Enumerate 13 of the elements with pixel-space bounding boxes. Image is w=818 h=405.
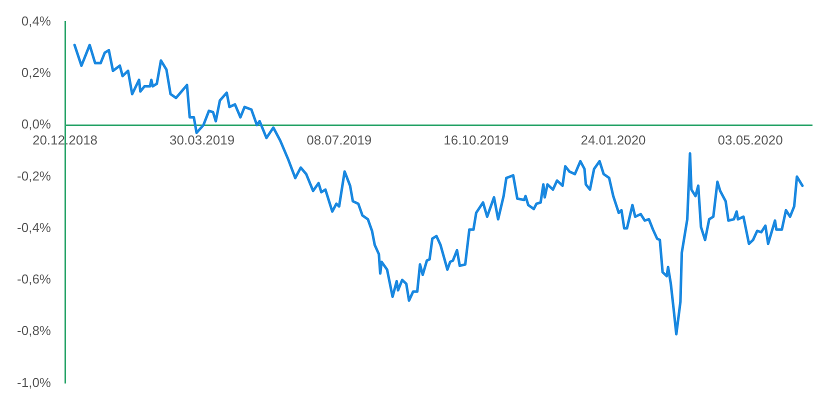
x-tick-label: 30.03.2019 — [170, 132, 235, 148]
y-tick-label: 0,2% — [21, 65, 52, 80]
y-tick-label: -0,6% — [17, 272, 52, 287]
x-tick-label: 24.01.2020 — [580, 132, 646, 148]
y-tick-label: -0,4% — [17, 220, 52, 235]
y-tick-label: -0,8% — [17, 323, 52, 338]
x-tick-label: 03.05.2020 — [718, 132, 783, 148]
x-tick-label: 08.07.2019 — [306, 132, 372, 148]
y-tick-label: -1,0% — [17, 374, 52, 390]
y-tick-label: 0,0% — [21, 116, 52, 132]
x-tick-label: 16.10.2019 — [444, 132, 509, 148]
y-tick-label: 0,4% — [21, 13, 52, 28]
y-tick-label: -0,2% — [17, 168, 52, 184]
